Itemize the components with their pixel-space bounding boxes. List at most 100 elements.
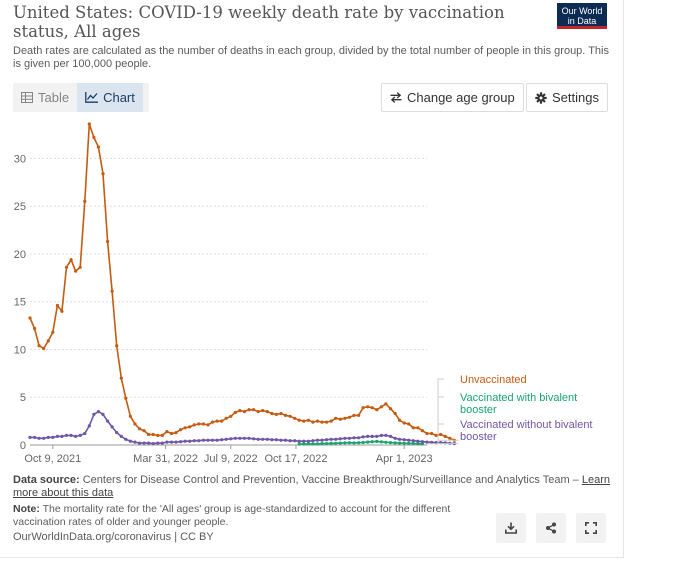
data-point[interactable] — [101, 412, 105, 416]
data-point[interactable] — [388, 434, 393, 438]
data-point[interactable] — [147, 441, 151, 445]
data-point[interactable] — [201, 422, 205, 426]
owid-logo[interactable]: Our World in Data — [557, 3, 607, 29]
data-point[interactable] — [87, 122, 91, 126]
data-point[interactable] — [398, 441, 402, 445]
data-point[interactable] — [366, 405, 370, 409]
data-point[interactable] — [169, 440, 174, 444]
series-line[interactable] — [299, 440, 423, 445]
data-point[interactable] — [137, 427, 142, 431]
data-point[interactable] — [119, 434, 123, 438]
data-point[interactable] — [60, 434, 64, 438]
learn-more-link[interactable]: Learn more about this data — [13, 474, 610, 499]
data-point[interactable] — [270, 411, 274, 416]
data-point[interactable] — [388, 407, 393, 411]
data-point[interactable] — [78, 265, 82, 269]
data-point[interactable] — [425, 440, 429, 444]
data-point[interactable] — [420, 442, 424, 446]
data-point[interactable] — [279, 411, 283, 416]
data-point[interactable] — [398, 437, 402, 441]
data-point[interactable] — [101, 172, 105, 176]
data-point[interactable] — [283, 413, 288, 417]
data-point[interactable] — [393, 411, 397, 416]
data-point[interactable] — [343, 416, 347, 420]
data-point[interactable] — [165, 440, 169, 444]
data-point[interactable] — [238, 409, 242, 413]
fullscreen-button[interactable] — [576, 513, 606, 543]
data-point[interactable] — [343, 436, 347, 440]
data-point[interactable] — [302, 419, 306, 423]
data-point[interactable] — [51, 330, 55, 334]
data-point[interactable] — [370, 434, 374, 438]
data-point[interactable] — [147, 432, 151, 437]
data-point[interactable] — [334, 441, 338, 445]
data-point[interactable] — [393, 441, 397, 445]
data-point[interactable] — [302, 439, 306, 443]
data-point[interactable] — [375, 439, 379, 443]
data-point[interactable] — [434, 433, 438, 437]
data-point[interactable] — [411, 439, 415, 443]
data-point[interactable] — [388, 441, 393, 445]
data-point[interactable] — [115, 431, 119, 435]
data-point[interactable] — [124, 437, 128, 441]
data-point[interactable] — [233, 436, 237, 440]
data-point[interactable] — [242, 436, 247, 440]
data-point[interactable] — [288, 439, 292, 443]
data-point[interactable] — [224, 437, 228, 441]
data-point[interactable] — [274, 438, 278, 442]
data-point[interactable] — [279, 438, 283, 442]
data-point[interactable] — [46, 435, 50, 439]
data-point[interactable] — [425, 431, 429, 436]
data-point[interactable] — [128, 439, 132, 443]
data-point[interactable] — [206, 438, 210, 442]
data-point[interactable] — [402, 421, 406, 425]
data-point[interactable] — [115, 344, 119, 348]
data-point[interactable] — [174, 440, 178, 444]
data-point[interactable] — [156, 433, 160, 437]
share-button[interactable] — [536, 513, 566, 543]
data-point[interactable] — [215, 438, 219, 442]
data-point[interactable] — [416, 426, 420, 430]
data-point[interactable] — [347, 436, 351, 440]
data-point[interactable] — [420, 429, 424, 433]
data-point[interactable] — [37, 436, 41, 440]
data-point[interactable] — [306, 442, 310, 446]
data-point[interactable] — [361, 435, 365, 439]
legend-label[interactable]: booster — [460, 404, 497, 416]
data-point[interactable] — [233, 410, 237, 415]
data-point[interactable] — [42, 346, 46, 351]
data-point[interactable] — [402, 438, 406, 442]
data-point[interactable] — [338, 441, 342, 445]
data-point[interactable] — [179, 440, 183, 444]
legend-label[interactable]: Vaccinated without bivalent — [460, 419, 593, 431]
data-point[interactable] — [106, 419, 110, 423]
data-point[interactable] — [407, 438, 411, 442]
data-point[interactable] — [215, 419, 219, 423]
data-point[interactable] — [320, 420, 324, 424]
data-point[interactable] — [110, 289, 114, 293]
data-point[interactable] — [329, 437, 333, 441]
data-point[interactable] — [329, 419, 333, 423]
data-point[interactable] — [347, 441, 351, 445]
data-point[interactable] — [325, 442, 329, 446]
settings-button[interactable]: Settings — [526, 83, 608, 112]
data-point[interactable] — [247, 436, 251, 440]
legend-label[interactable]: Vaccinated with bivalent — [460, 392, 577, 404]
data-point[interactable] — [201, 438, 205, 442]
data-point[interactable] — [169, 431, 174, 436]
data-point[interactable] — [256, 410, 260, 414]
data-point[interactable] — [288, 414, 292, 418]
data-point[interactable] — [311, 420, 315, 424]
data-point[interactable] — [174, 431, 178, 435]
data-point[interactable] — [334, 437, 338, 441]
data-point[interactable] — [83, 431, 87, 436]
data-point[interactable] — [347, 415, 351, 419]
data-point[interactable] — [46, 339, 50, 343]
data-point[interactable] — [69, 258, 73, 262]
data-point[interactable] — [51, 435, 55, 439]
data-point[interactable] — [96, 145, 100, 149]
data-point[interactable] — [179, 428, 183, 432]
data-point[interactable] — [352, 441, 356, 445]
data-point[interactable] — [229, 437, 233, 441]
legend-label[interactable]: Unvaccinated — [460, 374, 527, 386]
